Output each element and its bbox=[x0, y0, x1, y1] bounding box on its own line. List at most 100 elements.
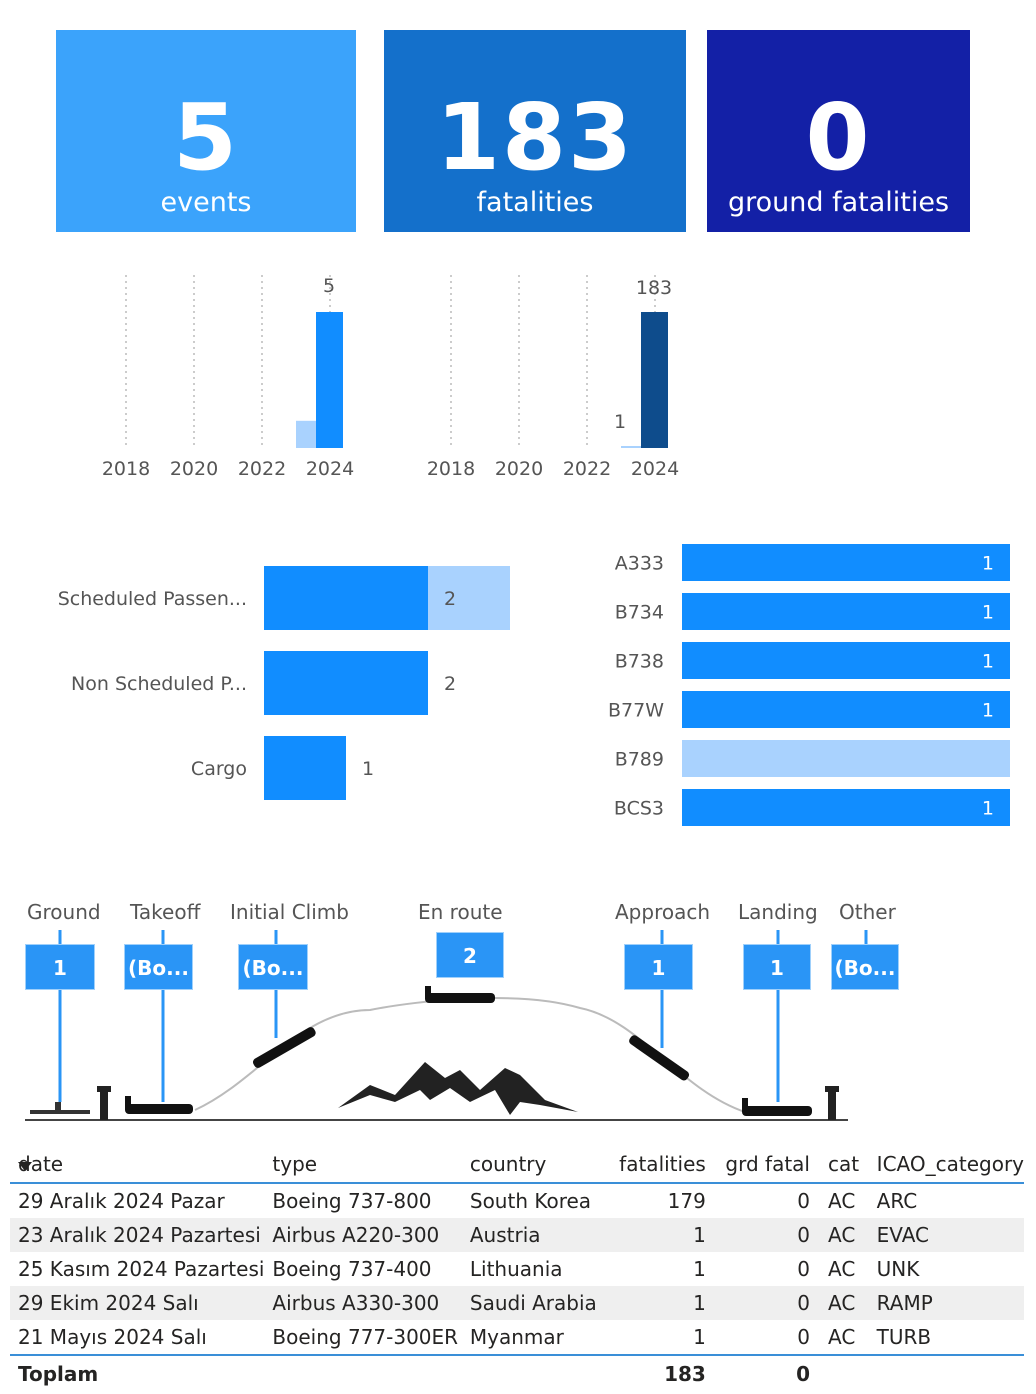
flight-phase-diagram: Ground Takeoff Initial Climb En route Ap… bbox=[0, 890, 1036, 1130]
cell-icao-category: TURB bbox=[868, 1320, 1024, 1355]
cell-grd-fatal: 0 bbox=[715, 1218, 820, 1252]
x-tick-label: 2020 bbox=[170, 458, 218, 480]
phase-label-approach: Approach bbox=[615, 900, 711, 924]
cruise-plane-icon bbox=[425, 986, 495, 1003]
cell-grd-fatal: 0 bbox=[715, 1286, 820, 1320]
phase-value-other[interactable]: (Bo... bbox=[831, 944, 899, 990]
events-value: 5 bbox=[172, 84, 239, 191]
events-table: date type country fatalities grd fatal c… bbox=[10, 1130, 1024, 1392]
phase-label-other: Other bbox=[839, 900, 896, 924]
y-tick-label: A333 bbox=[615, 553, 664, 575]
cell-fatalities: 179 bbox=[603, 1183, 716, 1218]
sort-descending-icon[interactable] bbox=[18, 1162, 32, 1171]
bar bbox=[621, 446, 648, 448]
events-by-year-chart[interactable]: 2018 2020 2022 2024 5 bbox=[90, 265, 370, 490]
cell-grd-fatal: 0 bbox=[715, 1252, 820, 1286]
y-tick-label: Cargo bbox=[191, 758, 247, 780]
cell-icao-category: ARC bbox=[868, 1183, 1024, 1218]
cell-icao-category: EVAC bbox=[868, 1218, 1024, 1252]
bar bbox=[682, 740, 1010, 777]
cell-fatalities: 1 bbox=[603, 1320, 716, 1355]
table-row[interactable]: 21 Mayıs 2024 Salı Boeing 777-300ER Myan… bbox=[10, 1320, 1024, 1355]
cell-date: 29 Ekim 2024 Salı bbox=[10, 1286, 265, 1320]
column-header-fatalities[interactable]: fatalities bbox=[619, 1152, 706, 1176]
data-label: 2 bbox=[444, 673, 456, 695]
landing-plane-icon bbox=[742, 1098, 812, 1116]
x-tick-label: 2018 bbox=[427, 458, 475, 480]
data-label: 1 bbox=[614, 411, 626, 433]
y-tick-label: B789 bbox=[615, 749, 664, 771]
bar bbox=[264, 651, 428, 715]
data-label: 5 bbox=[323, 275, 335, 297]
phase-value-landing[interactable]: 1 bbox=[743, 944, 811, 990]
phase-value-takeoff[interactable]: (Bo... bbox=[124, 944, 193, 990]
events-label: events bbox=[160, 187, 252, 218]
x-tick-label: 2022 bbox=[238, 458, 286, 480]
bar bbox=[682, 789, 1010, 826]
aircraft-type-chart[interactable]: A333 1 B734 1 B738 1 B77W 1 B789 BCS3 1 bbox=[590, 535, 1020, 835]
takeoff-plane-icon bbox=[125, 1096, 193, 1114]
cell-cat: AC bbox=[819, 1252, 869, 1286]
column-header-type[interactable]: type bbox=[272, 1152, 318, 1176]
y-tick-label: Non Scheduled P... bbox=[71, 673, 247, 695]
y-tick-label: B734 bbox=[615, 602, 664, 624]
cell-grd-fatal: 0 bbox=[715, 1320, 820, 1355]
column-header-cat[interactable]: cat bbox=[827, 1152, 860, 1176]
data-label: 1 bbox=[982, 700, 994, 722]
cell-date: 23 Aralık 2024 Pazartesi bbox=[10, 1218, 265, 1252]
y-tick-label: B77W bbox=[608, 700, 664, 722]
mountains-icon bbox=[338, 1062, 578, 1115]
climb-plane-icon bbox=[252, 1027, 316, 1068]
table-row[interactable]: 25 Kasım 2024 Pazartesi Boeing 737-400 L… bbox=[10, 1252, 1024, 1286]
phase-label-en-route: En route bbox=[418, 900, 503, 924]
fatalities-by-year-chart[interactable]: 2018 2020 2022 2024 1 183 bbox=[415, 265, 695, 490]
column-header-grd-fatal[interactable]: grd fatal bbox=[725, 1152, 810, 1176]
table-row[interactable]: 23 Aralık 2024 Pazartesi Airbus A220-300… bbox=[10, 1218, 1024, 1252]
column-header-country[interactable]: country bbox=[469, 1152, 547, 1176]
cell-cat: AC bbox=[819, 1320, 869, 1355]
cell-type: Airbus A330-300 bbox=[264, 1286, 462, 1320]
cell-date: 25 Kasım 2024 Pazartesi bbox=[10, 1252, 265, 1286]
tower-icon bbox=[97, 1086, 111, 1120]
cell-country: Myanmar bbox=[461, 1320, 604, 1355]
table-row[interactable]: 29 Ekim 2024 Salı Airbus A330-300 Saudi … bbox=[10, 1286, 1024, 1320]
cell-type: Airbus A220-300 bbox=[264, 1218, 462, 1252]
bar bbox=[316, 312, 343, 448]
phase-value-en-route[interactable]: 2 bbox=[436, 932, 504, 978]
cell-cat: AC bbox=[819, 1183, 869, 1218]
phase-value-approach[interactable]: 1 bbox=[624, 944, 693, 990]
cell-type: Boeing 737-800 bbox=[264, 1183, 462, 1218]
x-tick-label: 2018 bbox=[102, 458, 150, 480]
bar bbox=[264, 736, 346, 800]
ground-fatalities-card[interactable]: 0 ground fatalities bbox=[707, 30, 970, 232]
cell-icao-category: UNK bbox=[868, 1252, 1024, 1286]
x-tick-label: 2024 bbox=[631, 458, 679, 480]
fatalities-card[interactable]: 183 fatalities bbox=[384, 30, 686, 232]
flight-profile-illustration bbox=[25, 930, 868, 1121]
cell-icao-category: RAMP bbox=[868, 1286, 1024, 1320]
data-label: 1 bbox=[982, 553, 994, 575]
data-label: 1 bbox=[362, 758, 374, 780]
x-tick-label: 2020 bbox=[495, 458, 543, 480]
events-card[interactable]: 5 events bbox=[56, 30, 356, 232]
table-total-row: Toplam 183 0 bbox=[10, 1355, 1024, 1392]
bar bbox=[682, 544, 1010, 581]
cell-country: Saudi Arabia bbox=[461, 1286, 604, 1320]
phase-label-initial-climb: Initial Climb bbox=[230, 900, 349, 924]
phase-value-ground[interactable]: 1 bbox=[25, 944, 95, 990]
cell-country: South Korea bbox=[461, 1183, 604, 1218]
tower-icon bbox=[825, 1086, 839, 1120]
phase-label-landing: Landing bbox=[738, 900, 818, 924]
table-row[interactable]: 29 Aralık 2024 Pazar Boeing 737-800 Sout… bbox=[10, 1183, 1024, 1218]
y-tick-label: BCS3 bbox=[614, 798, 664, 820]
y-tick-label: Scheduled Passen... bbox=[58, 588, 247, 610]
column-header-icao-category[interactable]: ICAO_category bbox=[876, 1152, 1024, 1176]
phase-value-initial-climb[interactable]: (Bo... bbox=[238, 944, 308, 990]
cell-fatalities: 1 bbox=[603, 1286, 716, 1320]
data-label: 1 bbox=[982, 651, 994, 673]
cell-type: Boeing 777-300ER bbox=[264, 1320, 462, 1355]
column-header-date[interactable]: date bbox=[18, 1152, 64, 1176]
flight-category-chart[interactable]: Scheduled Passen... 2 Non Scheduled P... 2 C… bbox=[40, 548, 540, 818]
ground-fatalities-label: ground fatalities bbox=[727, 187, 950, 218]
data-label: 2 bbox=[444, 588, 456, 610]
